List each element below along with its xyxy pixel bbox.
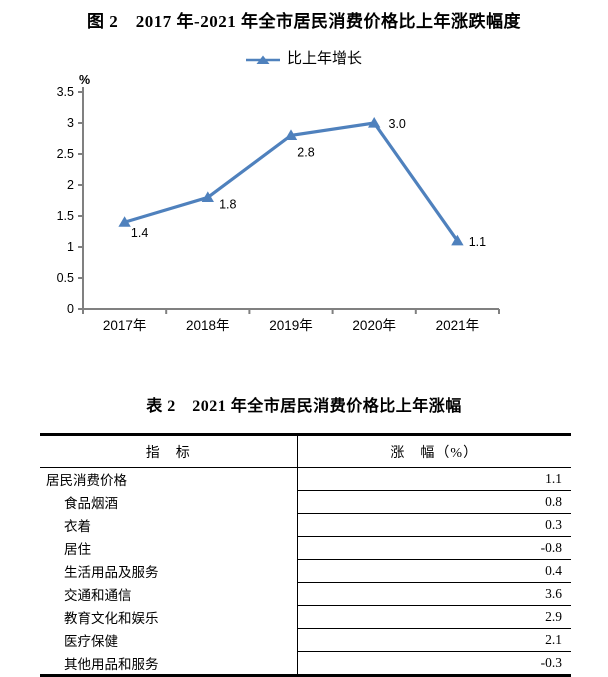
value-cell: 0.4 [296, 559, 571, 583]
table-row: 生活用品及服务 0.4 [40, 559, 571, 583]
y-tick-label: 3.5 [57, 85, 74, 99]
indicator-cell: 交通和通信 [64, 588, 132, 603]
cpi-table: 指 标 涨 幅（%） 居民消费价格 1.1 食品烟酒 0.8 衣着 0.3 居住 -0.8 生活… [40, 433, 571, 677]
y-tick-label: 2.5 [57, 147, 74, 161]
table-row: 其他用品和服务 -0.3 [40, 651, 571, 676]
data-point-marker [368, 117, 381, 128]
indicator-cell: 食品烟酒 [64, 496, 118, 511]
x-tick-label: 2017年 [103, 318, 147, 333]
legend-line-marker-icon [245, 55, 280, 64]
data-label: 1.1 [469, 235, 486, 249]
y-tick-label: 0 [67, 302, 74, 316]
col-header-indicator: 指 标 [40, 434, 297, 468]
indicator-cell: 生活用品及服务 [64, 565, 159, 580]
data-point-marker [284, 129, 298, 140]
value-cell: 0.3 [296, 513, 571, 537]
data-label: 1.8 [219, 197, 236, 211]
y-tick-label: 1 [67, 240, 74, 254]
legend-label: 比上年增长 [286, 51, 362, 67]
data-point-marker [451, 234, 464, 246]
indicator-cell: 衣着 [64, 519, 91, 534]
indicator-cell: 其他用品和服务 [64, 656, 159, 672]
value-cell: 1.1 [296, 467, 571, 491]
y-tick-label: 3 [67, 116, 74, 130]
y-axis-unit-label: % [79, 74, 90, 87]
value-cell: -0.8 [296, 536, 571, 560]
value-cell: 2.1 [296, 628, 571, 652]
table-row: 居民消费价格 1.1 [40, 467, 571, 491]
indicator-cell: 居民消费价格 [46, 473, 127, 489]
y-tick-label: 1.5 [57, 209, 74, 223]
data-point-marker [201, 191, 214, 202]
chart-legend: 比上年增长 [0, 49, 608, 69]
indicator-cell: 医疗保健 [64, 634, 118, 649]
table-row: 食品烟酒 0.8 [40, 490, 571, 514]
x-tick-label: 2019年 [269, 318, 313, 333]
value-cell: 0.8 [296, 490, 571, 514]
line-chart: 0 0.5 1 1.5 2 2.5 3 3.5 2017年 2018年 2019年 2020年 2021… [57, 74, 500, 333]
x-tick-label: 2018年 [186, 318, 230, 333]
y-tick-label: 0.5 [57, 271, 74, 285]
col-header-change: 涨 幅（%） [296, 434, 571, 468]
y-tick-label: 2 [67, 178, 74, 192]
indicator-cell: 居住 [64, 542, 91, 557]
data-point-marker [118, 216, 131, 227]
x-tick-label: 2020年 [352, 318, 396, 333]
figure-title: 图 2 2017 年-2021 年全市居民消费价格比上年涨跌幅度 [87, 12, 521, 31]
data-label: 2.8 [297, 145, 314, 159]
table-row: 衣着 0.3 [40, 513, 571, 537]
table-header-row: 指 标 涨 幅（%） [40, 434, 571, 468]
indicator-cell: 教育文化和娱乐 [64, 611, 159, 626]
table-row: 医疗保健 2.1 [40, 628, 571, 652]
data-line [124, 121, 459, 242]
table-row: 教育文化和娱乐 2.9 [40, 605, 571, 629]
table-title: 表 2 2021 年全市居民消费价格比上年涨幅 [146, 398, 462, 415]
value-cell: -0.3 [296, 651, 571, 676]
data-label: 3.0 [389, 117, 406, 131]
value-cell: 3.6 [296, 582, 571, 606]
x-tick-label: 2021年 [436, 318, 480, 333]
table-row: 交通和通信 3.6 [40, 582, 571, 606]
value-cell: 2.9 [296, 605, 571, 629]
table-row: 居住 -0.8 [40, 536, 571, 560]
data-label: 1.4 [131, 226, 148, 240]
